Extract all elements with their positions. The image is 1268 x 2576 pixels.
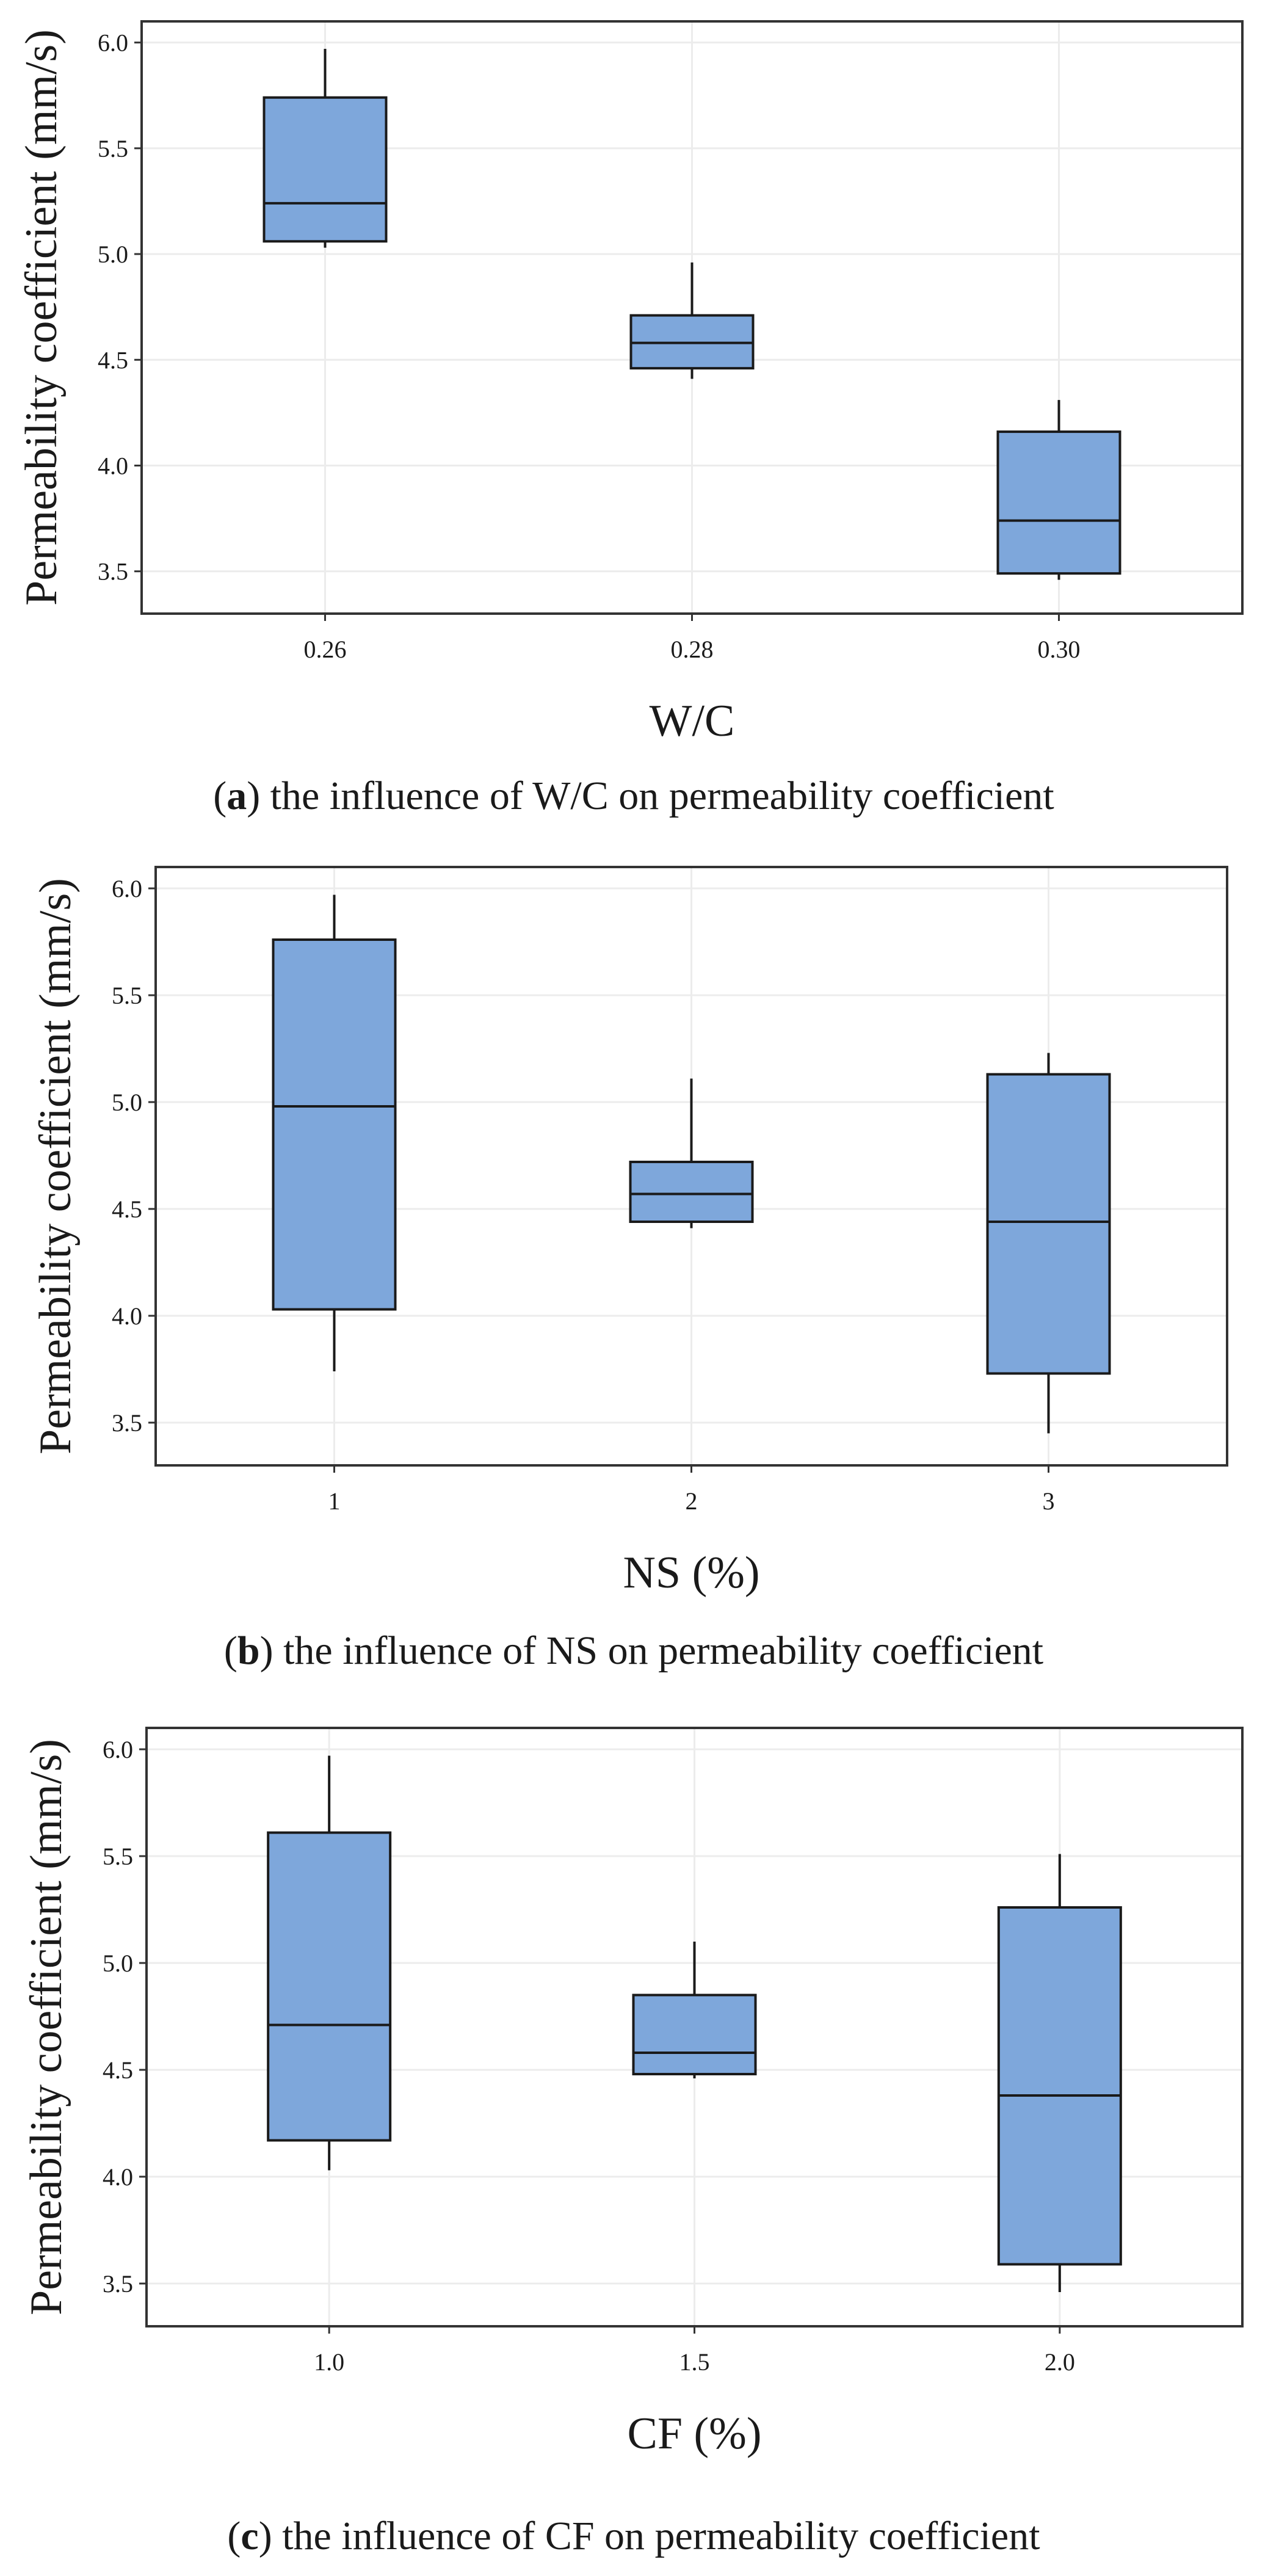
- caption-open-paren: (: [227, 2514, 241, 2558]
- box-2.0: [997, 1854, 1122, 2292]
- y-tick-label: 5.5: [112, 982, 142, 1009]
- caption-open-paren: (: [213, 774, 226, 818]
- y-axis-title: Permeability coefficient (mm/s): [16, 29, 67, 606]
- y-tick-label: 4.0: [112, 1302, 142, 1330]
- y-tick-label: 5.0: [103, 1950, 133, 1977]
- chart-panel-1: 3.5 4.0 4.5 5.0 5.5 6.0 0.26 0.28 0.30 Permeabili…: [16, 20, 1244, 818]
- y-tick-label: 3.5: [98, 558, 128, 586]
- box-1.0: [267, 1755, 392, 2171]
- y-axis-title: Permeability coefficient (mm/s): [21, 1739, 71, 2315]
- x-tick-label: 0.28: [671, 636, 714, 663]
- y-tick-label: 6.0: [112, 875, 142, 902]
- x-tick-label: 3: [1043, 1487, 1055, 1515]
- x-tick-label: 0.30: [1038, 636, 1081, 663]
- x-tick-label: 1.0: [314, 2348, 344, 2376]
- box-body: [632, 1994, 757, 2075]
- box-body: [263, 96, 388, 243]
- x-tick-label: 2: [686, 1487, 698, 1515]
- box-3: [986, 1053, 1111, 1434]
- y-tick-label: 6.0: [103, 1736, 133, 1763]
- x-tick-label: 2.0: [1045, 2348, 1075, 2376]
- caption-letter: a: [226, 774, 247, 818]
- box-body: [986, 1073, 1111, 1375]
- y-tick-label: 5.5: [103, 1843, 133, 1870]
- y-tick-label: 3.5: [112, 1409, 142, 1437]
- y-tick-label: 4.0: [98, 452, 128, 480]
- box-body: [997, 1906, 1122, 2266]
- y-tick-label: 4.0: [103, 2163, 133, 2191]
- box-1: [272, 894, 397, 1371]
- box-2: [629, 1078, 754, 1228]
- box-body: [996, 430, 1121, 575]
- y-tick-label: 5.0: [112, 1089, 142, 1116]
- y-tick-label: 6.0: [98, 29, 128, 57]
- caption-open-paren: (: [224, 1628, 237, 1673]
- caption-close-paren: ): [260, 1628, 274, 1673]
- y-tick-label: 3.5: [103, 2270, 133, 2298]
- box-0.26: [263, 49, 388, 248]
- x-axis-title: W/C: [650, 696, 735, 746]
- y-tick-label: 4.5: [103, 2056, 133, 2084]
- box-0.28: [629, 262, 755, 379]
- caption-body: the influence of W/C on permeability coe…: [260, 774, 1054, 818]
- x-axis-title: CF (%): [628, 2409, 762, 2459]
- caption-body: the influence of CF on permeability coef…: [272, 2514, 1040, 2558]
- box-1.5: [632, 1942, 757, 2078]
- caption-body: the influence of NS on permeability coef…: [274, 1628, 1044, 1673]
- panel-caption: (b) the influence of NS on permeability …: [224, 1628, 1043, 1673]
- caption-close-paren: ): [259, 2514, 272, 2558]
- y-tick-label: 4.5: [112, 1195, 142, 1223]
- box-body: [267, 1831, 392, 2142]
- chart-panel-2: 3.5 4.0 4.5 5.0 5.5 6.0 1 2 3 Permeability coeffi…: [31, 866, 1228, 1673]
- caption-letter: c: [241, 2514, 258, 2558]
- chart-panel-3: 3.5 4.0 4.5 5.0 5.5 6.0 1.0 1.5 2.0 Permeability …: [21, 1727, 1244, 2558]
- box-body: [272, 938, 397, 1311]
- box-0.30: [996, 400, 1121, 580]
- panel-caption: (a) the influence of W/C on permeability…: [213, 774, 1054, 818]
- box-body: [629, 1161, 754, 1223]
- y-tick-label: 4.5: [98, 346, 128, 374]
- x-axis-title: NS (%): [623, 1548, 759, 1598]
- x-tick-label: 1.5: [679, 2348, 710, 2376]
- x-tick-label: 0.26: [304, 636, 347, 663]
- caption-letter: b: [237, 1628, 260, 1673]
- y-axis-title: Permeability coefficient (mm/s): [31, 878, 81, 1454]
- panel-caption: (c) the influence of CF on permeability …: [227, 2514, 1040, 2558]
- x-tick-label: 1: [328, 1487, 341, 1515]
- caption-close-paren: ): [247, 774, 260, 818]
- y-tick-label: 5.5: [98, 135, 128, 162]
- y-tick-label: 5.0: [98, 241, 128, 268]
